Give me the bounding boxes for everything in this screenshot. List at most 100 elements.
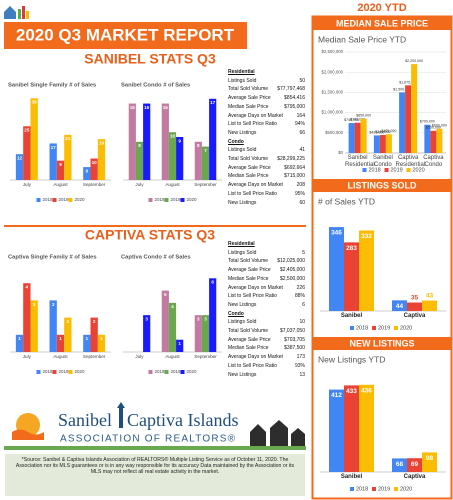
x-tick-label: September: [194, 354, 217, 359]
chart-title: Sanibel Single Family # of Sales: [8, 83, 96, 89]
x-tick-label: July: [22, 182, 31, 187]
stats-value: $28,299,225: [277, 156, 305, 163]
legend-swatch: [36, 370, 41, 374]
x-tick-label: Captiva: [403, 474, 426, 480]
stats-row: Median Sale Price $387,500: [228, 344, 305, 353]
ytd-section-title: NEW LISTINGS: [350, 338, 415, 348]
ytd-section-title: MEDIAN SALE PRICE: [336, 18, 428, 28]
data-label: $749,000: [350, 118, 365, 122]
stats-value: 50: [299, 77, 305, 84]
stats-row: Median Sale Price $715,000: [228, 172, 305, 181]
footnote: *Source: Sanibel & Captiva Islands Assoc…: [5, 454, 305, 496]
section-title: SANIBEL STATS Q3: [84, 51, 216, 67]
stats-label: New Listings: [228, 371, 257, 378]
x-tick-label: July: [135, 182, 144, 187]
y-tick-label: $1,000,000: [321, 110, 343, 115]
stats-heading: Condo: [228, 310, 244, 317]
data-label: 38: [32, 100, 38, 105]
stats-row: Listings Sold 10: [228, 318, 305, 327]
stats-label: Average Days on Market: [228, 354, 283, 361]
legend-swatch: [350, 487, 354, 491]
stats-value: $7,037,050: [279, 328, 305, 335]
bar: [56, 334, 65, 352]
stats-value: 66: [299, 129, 305, 136]
title-banner: [4, 22, 247, 49]
legend-label: 2019: [378, 325, 390, 331]
bar: [405, 85, 412, 153]
bar: [97, 139, 106, 180]
legend-swatch: [350, 326, 354, 330]
stats-value: $2,500,000: [279, 275, 305, 282]
stats-row: New Listings 6: [228, 301, 305, 310]
stats-label: New Listings: [228, 301, 257, 308]
bar: [135, 141, 144, 180]
data-label: 1: [100, 336, 103, 341]
bar: [194, 315, 202, 352]
stats-value: $795,000: [284, 103, 305, 110]
stats-row: Median Sale Price $795,000: [228, 103, 305, 112]
stats-row: List to Sell Price Ratio 94%: [228, 120, 305, 129]
stats-label: Average Sale Price: [228, 267, 271, 274]
data-label: 6: [86, 168, 89, 173]
data-label: 3: [33, 302, 36, 307]
stats-label: Median Sale Price: [228, 345, 269, 352]
legend-label: 2020: [187, 197, 198, 202]
y-tick-label: $0: [338, 150, 343, 155]
legend-label: 2020: [400, 325, 412, 331]
data-label: 6: [211, 280, 214, 285]
legend-label: 2020: [75, 369, 86, 374]
legend-swatch: [164, 370, 169, 374]
logo: [4, 402, 306, 450]
chart-title: Captiva Condo # of Sales: [121, 255, 191, 261]
stats-label: Total Sold Volume: [228, 86, 269, 93]
bar: [90, 317, 98, 352]
bar: [373, 135, 380, 153]
data-label: 25: [24, 128, 30, 133]
bar: [176, 339, 184, 352]
data-label: 283: [346, 245, 357, 252]
stats-table: Residential Listings Sold 5 Total Sold Volu…: [228, 240, 305, 379]
legend-swatch: [180, 370, 185, 374]
chart-title: Sanibel Condo # of Sales: [121, 83, 190, 89]
stats-value: 13: [299, 371, 305, 378]
stats-row: Average Days on Market 173: [228, 353, 305, 362]
bar: [168, 302, 177, 352]
bar: [344, 385, 359, 472]
data-label: 17: [51, 145, 57, 150]
bar: [201, 315, 210, 352]
data-label: 21: [65, 136, 71, 141]
stats-row: Total Sold Volume $7,037,050: [228, 327, 305, 336]
x-tick-label: July: [22, 354, 31, 359]
stats-value: 60: [299, 199, 305, 206]
data-label: 10: [92, 160, 98, 165]
legend-label: 2019: [59, 197, 70, 202]
data-label: $850,000: [356, 114, 371, 118]
stats-row: Listings Sold 50: [228, 77, 305, 86]
stats-row: Listings Sold 5: [228, 249, 305, 258]
data-label: 9: [59, 162, 62, 167]
stats-value: 94%: [294, 121, 305, 128]
stats-value: $77,797,468: [277, 86, 305, 93]
legend-label: 2018: [155, 369, 166, 374]
x-tick-label: Sanibel Condo: [372, 155, 393, 168]
x-tick-label: September: [82, 182, 106, 187]
legend-swatch: [148, 198, 153, 202]
bar: [15, 154, 24, 180]
data-label: $1,675,000: [399, 80, 417, 84]
chart-title: Median Sale Price YTD: [318, 34, 406, 44]
stats-value: 41: [299, 147, 305, 154]
legend-label: 2020: [400, 486, 412, 492]
stats-label: Listings Sold: [228, 249, 257, 256]
bar: [143, 315, 151, 352]
stats-label: New Listings: [228, 129, 257, 136]
x-tick-label: August: [165, 354, 180, 359]
bar: [430, 130, 437, 153]
header-icons: [4, 6, 29, 19]
stats-label: List to Sell Price Ratio: [228, 121, 277, 128]
x-tick-label: Sanibel Residential: [345, 155, 375, 168]
stats-row: Total Sold Volume $12,025,000: [228, 257, 305, 266]
stats-label: Average Sale Price: [228, 164, 271, 171]
x-tick-label: Captiva Residential: [395, 155, 426, 168]
data-label: 2: [93, 319, 96, 324]
x-tick-label: August: [165, 182, 180, 187]
